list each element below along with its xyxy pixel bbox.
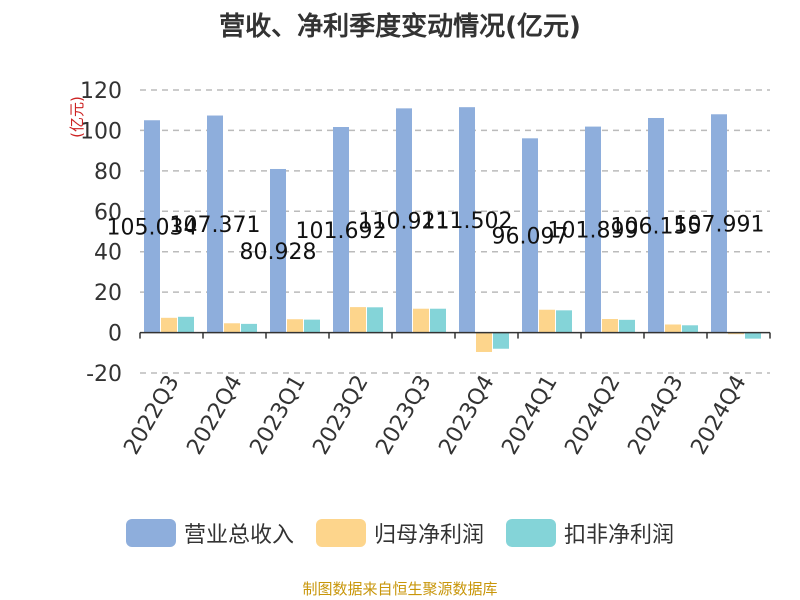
bar [648, 117, 664, 333]
bar [493, 332, 509, 349]
legend-swatch [125, 519, 176, 547]
bar [682, 325, 698, 333]
data-label: 111.502 [422, 209, 513, 234]
source-note: 制图数据来自恒生聚源数据库 [302, 580, 498, 598]
data-label: 101.899 [548, 219, 639, 244]
x-tick-label: 2022Q4 [182, 371, 247, 459]
y-tick-label: 120 [80, 79, 122, 104]
x-tick-label: 2024Q4 [686, 371, 751, 459]
bar [619, 319, 635, 333]
y-tick-label: 60 [94, 200, 122, 225]
data-label: 80.928 [240, 240, 317, 265]
bar [396, 108, 412, 333]
y-tick-label: 80 [94, 160, 122, 185]
gridlines [140, 89, 770, 374]
legend-item[interactable]: 营业总收入 [125, 517, 294, 549]
x-tick-label: 2024Q2 [560, 371, 625, 459]
bars [144, 107, 761, 352]
y-tick-label: 100 [80, 119, 122, 144]
y-tick-label: 0 [108, 322, 122, 347]
bar [539, 309, 555, 333]
bar [585, 126, 601, 333]
bar [333, 127, 349, 333]
bar [556, 310, 572, 333]
bar [304, 319, 320, 333]
bar [665, 324, 681, 333]
legend-label: 营业总收入 [183, 523, 294, 548]
x-tick-label: 2022Q3 [119, 371, 184, 459]
legend-item[interactable]: 归母净利润 [315, 517, 484, 549]
x-tick-label: 2023Q3 [371, 371, 436, 459]
bar [367, 307, 383, 333]
bar [241, 323, 257, 333]
data-label: 96.097 [492, 224, 569, 249]
legend: 营业总收入 归母净利润 扣非净利润 [0, 517, 800, 549]
data-label: 106.155 [611, 214, 702, 239]
legend-item[interactable]: 扣非净利润 [506, 517, 674, 549]
data-label: 101.692 [296, 219, 387, 244]
chart-title: 营收、净利季度变动情况(亿元) [219, 12, 581, 42]
bar [350, 307, 366, 333]
y-tick-label: -20 [86, 362, 122, 387]
bar [745, 332, 761, 339]
bar [207, 115, 223, 333]
x-tick-label: 2023Q1 [245, 371, 310, 459]
x-tick-label: 2023Q2 [308, 371, 373, 459]
bar [711, 114, 727, 333]
y-tick-label: 20 [94, 281, 122, 306]
legend-swatch [506, 519, 556, 547]
y-axis-label: (亿元) [68, 96, 86, 138]
data-label: 107.371 [170, 213, 261, 238]
data-label: 105.034 [107, 215, 198, 240]
bar [224, 323, 240, 333]
data-label: 110.921 [359, 209, 450, 234]
bar [178, 316, 194, 333]
bar [413, 308, 429, 333]
bar [144, 120, 160, 333]
x-tick-label: 2023Q4 [434, 371, 499, 459]
x-tick-label: 2024Q3 [623, 371, 688, 459]
legend-label: 扣非净利润 [564, 523, 675, 548]
bar [161, 317, 177, 333]
bar [270, 168, 286, 333]
x-tick-label: 2024Q1 [497, 371, 562, 459]
data-labels: 105.034107.37180.928101.692110.921111.50… [107, 209, 765, 265]
legend-swatch [315, 519, 366, 547]
bar [430, 308, 446, 333]
bar [287, 319, 303, 333]
data-label: 107.991 [674, 212, 765, 237]
legend-label: 归母净利润 [373, 523, 484, 548]
y-tick-label: 40 [94, 241, 122, 266]
bar [602, 319, 618, 333]
bar [728, 332, 744, 335]
axes: -20 0 20 40 60 80 100 120(亿元) 2022Q32022Q42023Q1… [68, 79, 771, 459]
bar [522, 138, 538, 333]
bar [459, 107, 475, 333]
bar [476, 332, 492, 352]
